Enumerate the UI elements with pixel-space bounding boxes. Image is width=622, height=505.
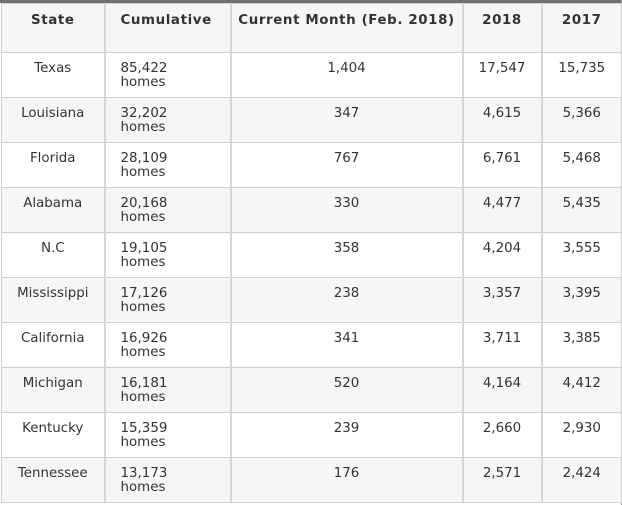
cell-2017: 5,435 bbox=[541, 187, 622, 233]
cell-2017: 5,468 bbox=[541, 142, 622, 188]
cell-current-month: 176 bbox=[230, 457, 464, 503]
cell-2017: 3,385 bbox=[541, 322, 622, 368]
cumulative-unit: homes bbox=[120, 165, 166, 180]
cumulative-unit: homes bbox=[120, 390, 166, 405]
cell-cumulative: 28,109 homes bbox=[104, 142, 232, 188]
table-row: Texas 85,422 homes 1,404 17,547 15,735 bbox=[1, 52, 622, 98]
cell-state: Texas bbox=[1, 52, 106, 98]
cell-2017: 4,412 bbox=[541, 367, 622, 413]
cell-2018: 4,164 bbox=[462, 367, 543, 413]
cumulative-value: 85,422 bbox=[120, 61, 168, 76]
cell-2017: 5,366 bbox=[541, 97, 622, 143]
cell-2017: 3,395 bbox=[541, 277, 622, 323]
header-2017: 2017 bbox=[541, 3, 622, 53]
cumulative-value: 32,202 bbox=[120, 106, 168, 121]
cumulative-unit: homes bbox=[120, 345, 166, 360]
cumulative-value: 13,173 bbox=[120, 466, 168, 481]
header-state: State bbox=[1, 3, 106, 53]
cell-current-month: 767 bbox=[230, 142, 464, 188]
cumulative-unit: homes bbox=[120, 210, 166, 225]
cell-state: Michigan bbox=[1, 367, 106, 413]
cumulative-unit: homes bbox=[120, 300, 166, 315]
cumulative-value: 28,109 bbox=[120, 151, 168, 166]
cell-state: Mississippi bbox=[1, 277, 106, 323]
table-row: Kentucky 15,359 homes 239 2,660 2,930 bbox=[1, 412, 622, 458]
cell-2017: 2,424 bbox=[541, 457, 622, 503]
cumulative-unit: homes bbox=[120, 75, 166, 90]
table-row: California 16,926 homes 341 3,711 3,385 bbox=[1, 322, 622, 368]
cumulative-value: 15,359 bbox=[120, 421, 168, 436]
cell-cumulative: 15,359 homes bbox=[104, 412, 232, 458]
cell-2017: 15,735 bbox=[541, 52, 622, 98]
table-row: N.C 19,105 homes 358 4,204 3,555 bbox=[1, 232, 622, 278]
table-body: Texas 85,422 homes 1,404 17,547 15,735 Louisia… bbox=[1, 52, 622, 503]
top-border bbox=[0, 0, 622, 3]
cell-2017: 3,555 bbox=[541, 232, 622, 278]
cell-current-month: 330 bbox=[230, 187, 464, 233]
header-cumulative: Cumulative bbox=[104, 3, 232, 53]
cell-current-month: 341 bbox=[230, 322, 464, 368]
cell-2018: 2,660 bbox=[462, 412, 543, 458]
cell-cumulative: 32,202 homes bbox=[104, 97, 232, 143]
cumulative-unit: homes bbox=[120, 435, 166, 450]
cell-cumulative: 17,126 homes bbox=[104, 277, 232, 323]
cell-current-month: 239 bbox=[230, 412, 464, 458]
cell-state: California bbox=[1, 322, 106, 368]
states-table: State Cumulative Current Month (Feb. 201… bbox=[1, 3, 622, 503]
cell-2018: 4,477 bbox=[462, 187, 543, 233]
cell-current-month: 358 bbox=[230, 232, 464, 278]
cell-current-month: 520 bbox=[230, 367, 464, 413]
cell-2018: 3,357 bbox=[462, 277, 543, 323]
cell-state: Kentucky bbox=[1, 412, 106, 458]
cell-2017: 2,930 bbox=[541, 412, 622, 458]
cell-cumulative: 16,926 homes bbox=[104, 322, 232, 368]
table-row: Alabama 20,168 homes 330 4,477 5,435 bbox=[1, 187, 622, 233]
cumulative-unit: homes bbox=[120, 480, 166, 495]
cell-cumulative: 20,168 homes bbox=[104, 187, 232, 233]
cumulative-value: 19,105 bbox=[120, 241, 168, 256]
cell-cumulative: 16,181 homes bbox=[104, 367, 232, 413]
cell-2018: 2,571 bbox=[462, 457, 543, 503]
cell-cumulative: 85,422 homes bbox=[104, 52, 232, 98]
table-row: Louisiana 32,202 homes 347 4,615 5,366 bbox=[1, 97, 622, 143]
cell-state: Louisiana bbox=[1, 97, 106, 143]
cumulative-value: 16,926 bbox=[120, 331, 168, 346]
cumulative-value: 16,181 bbox=[120, 376, 168, 391]
cell-current-month: 347 bbox=[230, 97, 464, 143]
cell-2018: 4,204 bbox=[462, 232, 543, 278]
cell-current-month: 1,404 bbox=[230, 52, 464, 98]
header-current-month: Current Month (Feb. 2018) bbox=[230, 3, 464, 53]
table-row: Tennessee 13,173 homes 176 2,571 2,424 bbox=[1, 457, 622, 503]
cell-state: Tennessee bbox=[1, 457, 106, 503]
cell-current-month: 238 bbox=[230, 277, 464, 323]
cell-cumulative: 19,105 homes bbox=[104, 232, 232, 278]
table-row: Mississippi 17,126 homes 238 3,357 3,395 bbox=[1, 277, 622, 323]
cell-2018: 4,615 bbox=[462, 97, 543, 143]
cell-state: Florida bbox=[1, 142, 106, 188]
cell-2018: 6,761 bbox=[462, 142, 543, 188]
cumulative-unit: homes bbox=[120, 255, 166, 270]
cell-state: N.C bbox=[1, 232, 106, 278]
table-row: Michigan 16,181 homes 520 4,164 4,412 bbox=[1, 367, 622, 413]
cell-2018: 17,547 bbox=[462, 52, 543, 98]
cell-2018: 3,711 bbox=[462, 322, 543, 368]
header-2018: 2018 bbox=[462, 3, 543, 53]
cumulative-value: 20,168 bbox=[120, 196, 168, 211]
cumulative-value: 17,126 bbox=[120, 286, 168, 301]
cell-cumulative: 13,173 homes bbox=[104, 457, 232, 503]
table-row: Florida 28,109 homes 767 6,761 5,468 bbox=[1, 142, 622, 188]
header-row: State Cumulative Current Month (Feb. 201… bbox=[1, 3, 622, 53]
cell-state: Alabama bbox=[1, 187, 106, 233]
cumulative-unit: homes bbox=[120, 120, 166, 135]
